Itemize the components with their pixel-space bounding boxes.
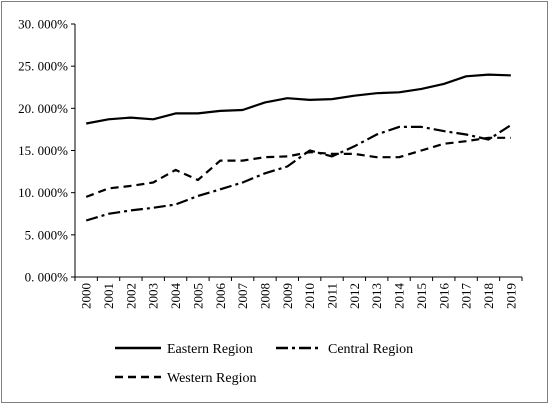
x-axis-ticks: 2000 2001 2002 2003 2004 2005 2006 2007 2008 2009… <box>74 277 523 310</box>
legend-label: Central Region <box>328 342 413 357</box>
x-tick-label: 2002 <box>123 283 138 309</box>
x-tick-label: 2016 <box>436 283 451 310</box>
y-tick-label: 0. 000% <box>25 270 69 285</box>
y-axis-ticks: 0. 000% 5. 000% 10. 000% 15. 000% 20. 000% 25… <box>18 17 75 285</box>
series-line-central-region <box>85 124 512 222</box>
x-tick-label: 2018 <box>481 283 496 309</box>
x-tick-label: 2004 <box>168 283 183 310</box>
legend-label: Eastern Region <box>167 342 253 357</box>
series-line-western-region <box>85 136 511 198</box>
x-tick-label: 2005 <box>190 283 205 309</box>
x-tick-label: 2013 <box>369 283 384 309</box>
x-tick-label: 2012 <box>347 283 362 309</box>
x-tick-label: 2011 <box>325 283 340 309</box>
x-tick-label: 2017 <box>459 283 474 310</box>
series-line-eastern-region <box>85 73 511 125</box>
y-tick-label: 5. 000% <box>25 227 69 242</box>
x-tick-label: 2008 <box>257 283 272 309</box>
x-tick-label: 2014 <box>392 283 407 310</box>
x-tick-label: 2007 <box>235 283 250 310</box>
y-tick-label: 10. 000% <box>18 185 68 200</box>
x-tick-label: 2003 <box>146 283 161 309</box>
series-lines <box>85 73 512 222</box>
x-tick-label: 2000 <box>79 283 94 309</box>
x-tick-label: 2019 <box>503 283 518 309</box>
x-tick-label: 2010 <box>302 283 317 309</box>
y-tick-label: 15. 000% <box>18 143 68 158</box>
legend: Eastern Region Central Region Western Regi… <box>115 342 413 386</box>
x-tick-label: 2015 <box>414 283 429 309</box>
legend-label: Western Region <box>167 371 256 386</box>
x-tick-label: 2009 <box>280 283 295 309</box>
x-tick-label: 2006 <box>213 283 228 310</box>
axes <box>74 24 522 278</box>
y-tick-label: 20. 000% <box>18 101 68 116</box>
y-tick-label: 25. 000% <box>18 59 68 74</box>
x-tick-label: 2001 <box>101 283 116 309</box>
y-tick-label: 30. 000% <box>18 17 68 32</box>
